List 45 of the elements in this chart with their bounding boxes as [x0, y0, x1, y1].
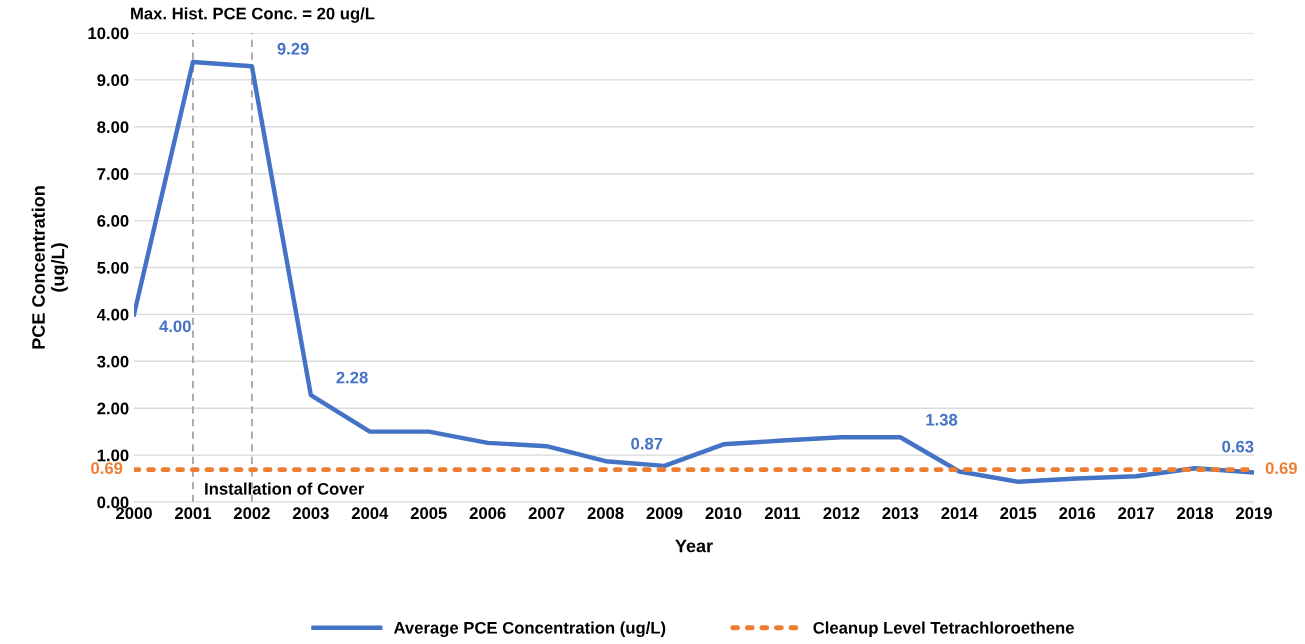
x-tick-label: 2003 [292, 507, 329, 520]
x-tick-label: 2004 [351, 507, 389, 520]
y-tick-label: 5.00 [97, 261, 129, 274]
x-tick-label: 2017 [1118, 507, 1154, 520]
data-label: 9.29 [277, 42, 309, 55]
y-tick-label: 1.00 [97, 449, 129, 462]
y-tick-label: 2.00 [97, 402, 129, 415]
x-tick-label: 2010 [705, 507, 742, 520]
y-tick-label: 3.00 [97, 355, 129, 368]
data-label: 2.28 [336, 371, 368, 384]
data-label: 1.38 [926, 413, 958, 426]
x-tick-label: 2007 [528, 507, 565, 520]
x-tick-label: 2008 [587, 507, 624, 520]
legend-label: Average PCE Concentration (ug/L) [393, 621, 666, 638]
x-tick-label: 2009 [646, 507, 683, 520]
y-tick-label: 8.00 [97, 121, 129, 133]
annotation: Installation of Cover [205, 482, 365, 495]
data-label: 0.87 [631, 437, 663, 450]
data-label: 4.00 [159, 320, 191, 333]
x-tick-label: 2000 [116, 507, 152, 520]
data-label: 0.69 [1265, 462, 1297, 475]
x-tick-label: 2014 [941, 507, 978, 520]
x-tick-label: 2018 [1177, 507, 1214, 520]
y-tick-label: 6.00 [97, 215, 129, 227]
text: Max. Hist. PCE Conc. = 20 ug/L [131, 7, 375, 23]
data-label: 0.63 [1222, 440, 1254, 453]
data-label: 0.69 [91, 462, 123, 475]
y-axis-title: PCE Concentration (ug/L) [31, 186, 68, 349]
y-tick-label: 10.00 [88, 27, 129, 40]
x-axis-title: Year [675, 539, 713, 553]
x-tick-label: 2012 [823, 507, 860, 520]
x-tick-label: 2019 [1236, 507, 1272, 520]
x-tick-label: 2015 [1000, 507, 1037, 520]
y-tick-label: 4.00 [96, 308, 129, 321]
x-tick-label: 2006 [469, 507, 506, 520]
y-tick-label: 0.00 [97, 496, 129, 509]
x-tick-label: 2013 [882, 507, 919, 520]
y-tick-label: 7.00 [97, 168, 129, 180]
x-tick-label: 2016 [1059, 507, 1096, 520]
y-tick-label: 9.00 [97, 74, 129, 87]
x-tick-label: 2011 [764, 507, 801, 520]
x-tick-label: 2005 [410, 507, 447, 520]
x-tick-label: 2002 [233, 507, 270, 520]
legend-label: Cleanup Level Tetrachloroethene [813, 621, 1074, 638]
x-tick-label: 2001 [174, 507, 212, 520]
